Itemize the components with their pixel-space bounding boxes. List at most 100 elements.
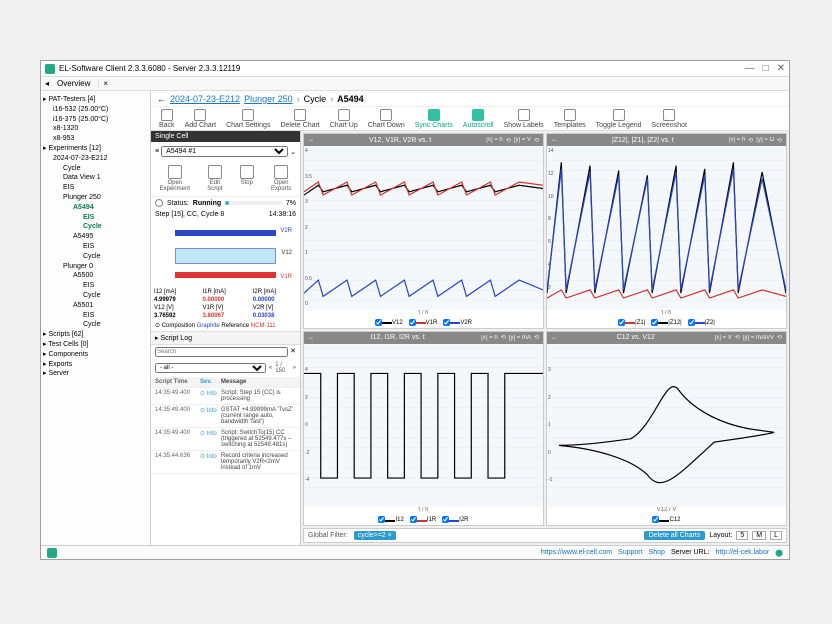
link-support[interactable]: Support <box>618 549 643 556</box>
log-row[interactable]: 14:35:44.636⊙ InfoRecord criteria increa… <box>151 451 300 474</box>
chart-move-icon[interactable]: ↔ <box>551 137 557 143</box>
tree-item[interactable]: Cycle <box>43 320 148 330</box>
single-cell-tab[interactable]: Single Cell <box>151 131 300 142</box>
toolbar-chart-settings[interactable]: Chart Settings <box>224 109 272 129</box>
chart-x-unit[interactable]: [x] = h <box>486 137 503 143</box>
tree-item[interactable]: EIS <box>43 281 148 291</box>
log-row[interactable]: 14:35:49.400⊙ InfoScript: Step 15 (CC) i… <box>151 388 300 405</box>
toolbar-back[interactable]: Back <box>157 109 177 129</box>
legend-toggle[interactable] <box>375 319 382 326</box>
dropdown-collapse-icon[interactable]: ⌄ <box>290 148 296 156</box>
script-log-header[interactable]: ▸ Script Log <box>151 331 300 345</box>
back-arrow-icon[interactable]: ← <box>157 94 166 104</box>
link-shop[interactable]: Shop <box>649 549 665 556</box>
close-button[interactable]: ✕ <box>777 63 785 74</box>
maximize-button[interactable]: □ <box>763 63 769 74</box>
tree-item[interactable]: Plunger 250 <box>43 193 148 203</box>
tree-item[interactable]: ▸ Experiments [12] <box>43 144 148 154</box>
tree-item[interactable]: Cycle <box>43 222 148 232</box>
page-prev-icon[interactable]: « <box>269 365 272 371</box>
legend-toggle[interactable] <box>410 516 417 523</box>
page-next-icon[interactable]: » <box>293 365 296 371</box>
server-url[interactable]: http://el-cek.labor <box>715 549 769 556</box>
delete-all-charts-button[interactable]: Delete all Charts <box>644 531 706 540</box>
tree-item[interactable]: EIS <box>43 242 148 252</box>
tree-item[interactable]: 2024-07-23-E212 <box>43 154 148 164</box>
tree-item[interactable]: A5494 <box>43 203 148 213</box>
chart-move-icon[interactable]: ↔ <box>551 335 557 341</box>
chart-plot[interactable]: -4-2024 <box>304 344 543 508</box>
chart-reset2-icon[interactable]: ⟲ <box>777 334 782 341</box>
action-stop[interactable]: Stop <box>240 165 254 192</box>
tab-close-icon[interactable]: × <box>99 79 108 88</box>
chart-reset-icon[interactable]: ⟲ <box>748 137 753 144</box>
chart-x-unit[interactable]: [x] = h <box>729 137 746 143</box>
tree-item[interactable]: A5495 <box>43 232 148 242</box>
action-open-experiment[interactable]: OpenExperiment <box>160 165 190 192</box>
legend-toggle[interactable] <box>442 516 449 523</box>
legend-toggle[interactable] <box>618 319 625 326</box>
log-row[interactable]: 14:35:49.400⊙ InfoGSTAT +4.99999mA 'TvsZ… <box>151 405 300 428</box>
chart-reset-icon[interactable]: ⟲ <box>501 334 506 341</box>
chart-y-unit[interactable]: [y] = Ω <box>756 137 774 143</box>
tree-item[interactable]: ▸ PAT-Testers [4] <box>43 95 148 105</box>
tree-item[interactable]: EIS <box>43 213 148 223</box>
toolbar-add-chart[interactable]: Add Chart <box>183 109 219 129</box>
menu-icon[interactable]: ≡ <box>155 148 159 155</box>
chart-y-unit[interactable]: [y] = mAh/V <box>743 335 774 341</box>
tree-item[interactable]: EIS <box>43 311 148 321</box>
filter-chip[interactable]: cycle>=2 × <box>354 531 396 540</box>
toolbar-templates[interactable]: Templates <box>552 109 588 129</box>
toolbar-autoscroll[interactable]: Autoscroll <box>461 109 496 129</box>
chart-x-unit[interactable]: [x] = V <box>715 335 732 341</box>
chart-y-unit[interactable]: [y] = V <box>514 137 531 143</box>
toolbar-chart-down[interactable]: Chart Down <box>366 109 407 129</box>
breadcrumb-experiment[interactable]: 2024-07-23-E212 <box>170 94 240 104</box>
tree-item[interactable]: Data View 1 <box>43 173 148 183</box>
tree-item[interactable]: ▸ Exports <box>43 360 148 370</box>
tree-item[interactable]: i16-375 (25.00°C) <box>43 115 148 125</box>
toolbar-screenshot[interactable]: Screenshot <box>650 109 689 129</box>
log-search-input[interactable] <box>155 347 288 357</box>
chart-plot[interactable]: 2468101214 <box>547 146 786 310</box>
legend-toggle[interactable] <box>652 516 659 523</box>
tree-item[interactable]: ▸ Server <box>43 369 148 379</box>
chart-move-icon[interactable]: ↔ <box>308 137 314 143</box>
link-website[interactable]: https://www.el-cell.com <box>541 549 612 556</box>
layout-5[interactable]: 5 <box>736 531 748 540</box>
tree-item[interactable]: ▸ Scripts [62] <box>43 330 148 340</box>
tab-overview[interactable]: Overview <box>49 79 99 88</box>
toolbar-toggle-legend[interactable]: Toggle Legend <box>594 109 644 129</box>
tree-item[interactable]: i16-532 (25.00°C) <box>43 105 148 115</box>
chart-move-icon[interactable]: ↔ <box>308 335 314 341</box>
legend-toggle[interactable] <box>378 516 385 523</box>
legend-toggle[interactable] <box>688 319 695 326</box>
cell-dropdown[interactable]: A5494 #1 <box>161 146 288 157</box>
log-severity-filter[interactable]: - all - <box>155 363 266 373</box>
tree-item[interactable]: Cycle <box>43 164 148 174</box>
tree-item[interactable]: Cycle <box>43 252 148 262</box>
minimize-button[interactable]: — <box>745 63 755 74</box>
chart-y-unit[interactable]: [y] = mA <box>509 335 531 341</box>
toolbar-sync-charts[interactable]: Sync Charts <box>413 109 455 129</box>
breadcrumb-plunger[interactable]: Plunger 250 <box>244 94 293 104</box>
tree-item[interactable]: x8-953 <box>43 134 148 144</box>
chart-reset2-icon[interactable]: ⟲ <box>534 334 539 341</box>
search-clear-icon[interactable]: ✕ <box>290 347 296 357</box>
layout-M[interactable]: M <box>752 531 766 540</box>
tree-item[interactable]: A5500 <box>43 271 148 281</box>
legend-toggle[interactable] <box>651 319 658 326</box>
chart-reset-icon[interactable]: ⟲ <box>735 334 740 341</box>
chart-reset2-icon[interactable]: ⟲ <box>777 137 782 144</box>
tree-item[interactable]: Cycle <box>43 291 148 301</box>
layout-L[interactable]: L <box>770 531 782 540</box>
action-open-exports[interactable]: OpenExports <box>271 165 291 192</box>
chart-x-unit[interactable]: [x] = h <box>481 335 498 341</box>
legend-toggle[interactable] <box>409 319 416 326</box>
toolbar-show-labels[interactable]: Show Labels <box>502 109 546 129</box>
tree-item[interactable]: x8-1320 <box>43 124 148 134</box>
tree-item[interactable]: ▸ Test Cells [0] <box>43 340 148 350</box>
log-row[interactable]: 14:35:49.400⊙ InfoScript: SwitchTo(15) C… <box>151 428 300 451</box>
chart-reset-icon[interactable]: ⟲ <box>506 137 511 144</box>
chart-plot[interactable]: 00.51233.54 <box>304 146 543 310</box>
